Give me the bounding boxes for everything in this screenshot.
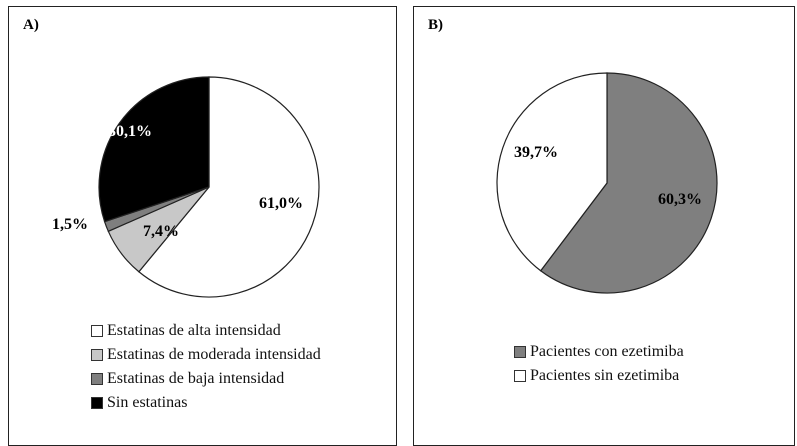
slice-value-label: 7,4% [143, 223, 179, 240]
legend-label: Sin estatinas [107, 391, 187, 415]
legend-swatch [514, 370, 526, 382]
legend-label: Pacientes con ezetimiba [530, 340, 684, 364]
legend-label: Estatinas de moderada intensidad [107, 343, 321, 367]
legend-b: Pacientes con ezetimiba Pacientes sin ez… [514, 340, 684, 388]
legend-swatch [91, 349, 103, 361]
legend-label: Estatinas de alta intensidad [107, 319, 281, 343]
legend-label: Estatinas de baja intensidad [107, 367, 284, 391]
legend-swatch [91, 373, 103, 385]
pie-chart-a: 61,0% 7,4% 1,5% 30,1% [9, 7, 398, 307]
legend-swatch [91, 397, 103, 409]
legend-item: Sin estatinas [91, 391, 321, 415]
legend-a: Estatinas de alta intensidad Estatinas d… [91, 319, 321, 415]
slice-value-label: 30,1% [108, 123, 152, 140]
legend-item: Estatinas de moderada intensidad [91, 343, 321, 367]
chart-panel-b: B) 60,3% 39,7% Pacientes con ezetimiba Pa… [413, 6, 795, 446]
slice-value-label: 60,3% [658, 191, 702, 208]
legend-swatch [91, 325, 103, 337]
legend-item: Pacientes sin ezetimiba [514, 364, 684, 388]
legend-label: Pacientes sin ezetimiba [530, 364, 679, 388]
legend-item: Pacientes con ezetimiba [514, 340, 684, 364]
chart-panel-a: A) 61,0% 7,4% 1,5% 30,1% Estatinas de alta … [8, 6, 397, 446]
legend-item: Estatinas de alta intensidad [91, 319, 321, 343]
slice-value-label: 39,7% [514, 144, 558, 161]
legend-item: Estatinas de baja intensidad [91, 367, 321, 391]
slice-value-label: 1,5% [52, 216, 88, 233]
pie-chart-b: 60,3% 39,7% [414, 7, 796, 307]
slice-value-label: 61,0% [259, 195, 303, 212]
legend-swatch [514, 346, 526, 358]
